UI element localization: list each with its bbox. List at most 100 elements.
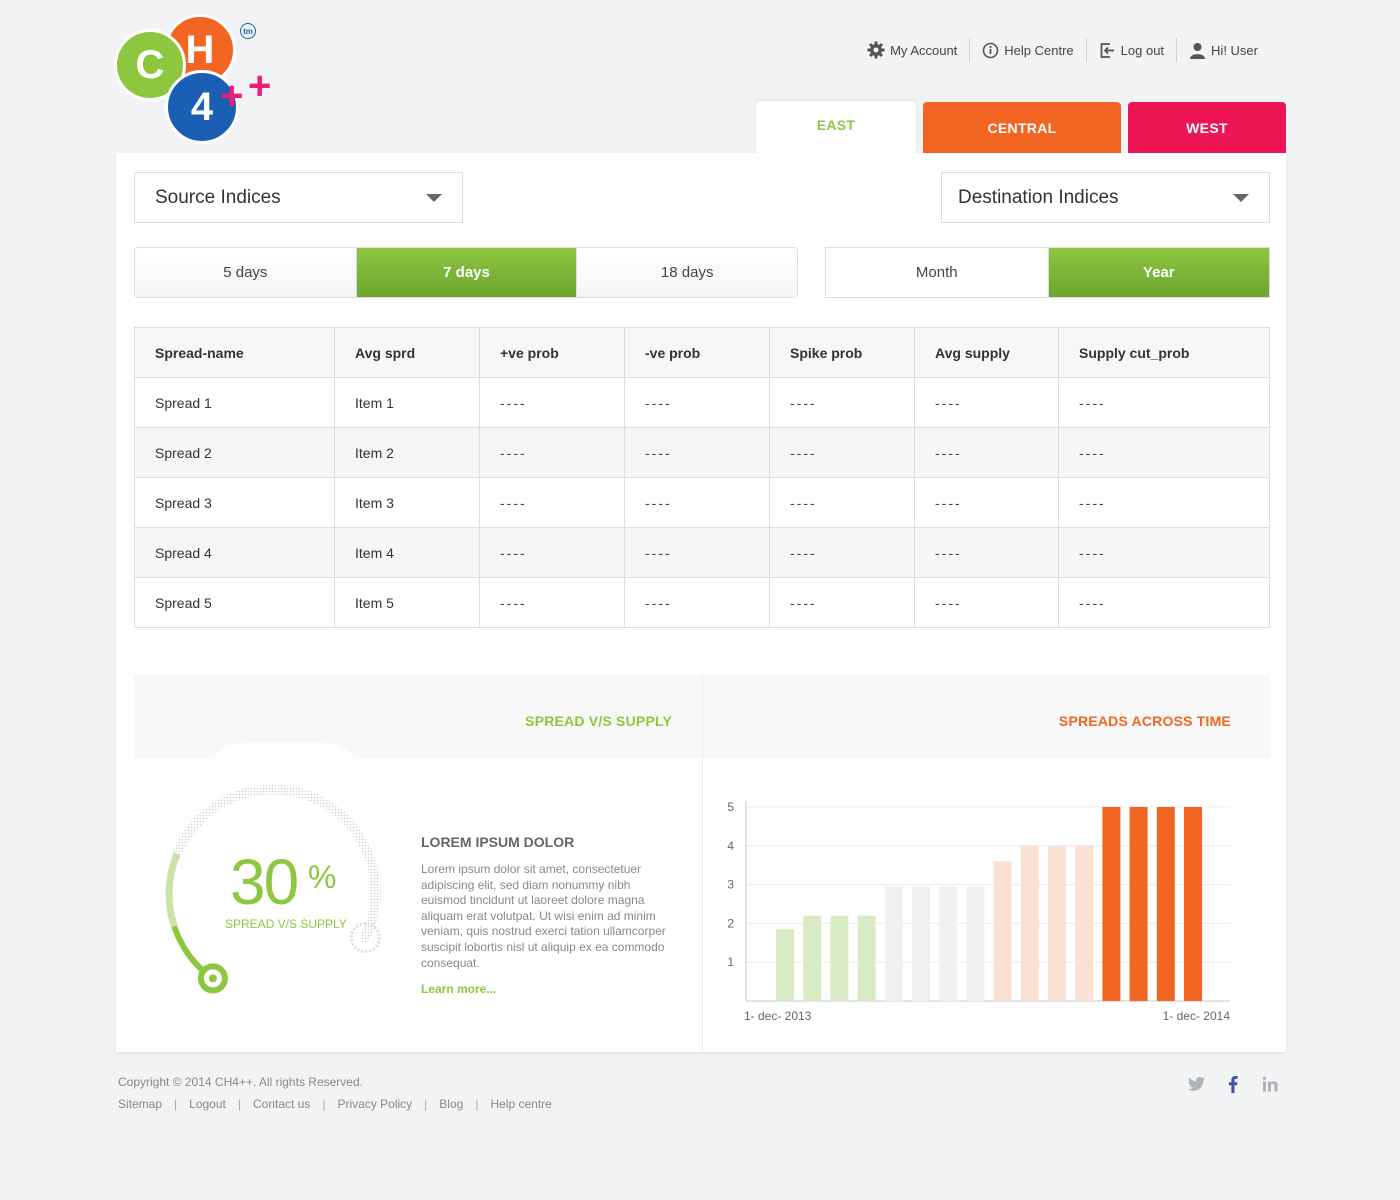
table-row[interactable]: Spread 4 Item 4 ---- ---- ---- ---- ---- — [134, 527, 1270, 578]
tab-east[interactable]: EAST — [756, 101, 916, 153]
chart-bar — [1156, 807, 1175, 1001]
spreads-across-time-header: SPREADS ACROSS TIME — [703, 675, 1270, 758]
user-greeting: Hi! User — [1211, 42, 1258, 58]
table-row[interactable]: Spread 3 Item 3 ---- ---- ---- ---- ---- — [134, 477, 1270, 528]
logo-plus: + — [248, 64, 272, 108]
source-indices-label: Source Indices — [155, 186, 281, 208]
table-cell: ---- — [624, 477, 770, 528]
destination-indices-dropdown[interactable]: Destination Indices — [941, 172, 1270, 223]
spreads-table: Spread-name Avg sprd +ve prob -ve prob S… — [134, 327, 1270, 628]
table-cell: ---- — [479, 527, 625, 578]
table-cell: ---- — [1058, 477, 1270, 528]
column-header[interactable]: -ve prob — [624, 327, 770, 378]
user-menu[interactable]: Hi! User — [1176, 38, 1270, 62]
table-cell: Spread 2 — [134, 427, 335, 478]
column-header[interactable]: Spike prob — [769, 327, 915, 378]
column-header[interactable]: Supply cut_prob — [1058, 327, 1270, 378]
footer-link-help[interactable]: Help centre — [490, 1097, 552, 1111]
table-cell: Spread 4 — [134, 527, 335, 578]
logo-circle-4: 4 — [165, 70, 239, 144]
footer-link-privacy[interactable]: Privacy Policy — [337, 1097, 413, 1111]
y-tick-label: 4 — [727, 839, 734, 853]
logout-label: Log out — [1120, 42, 1165, 58]
table-cell: ---- — [769, 427, 915, 478]
column-header[interactable]: +ve prob — [479, 327, 625, 378]
chart-bar — [1129, 807, 1148, 1001]
gauge-start-handle-core — [208, 974, 217, 983]
brand-logo[interactable]: H C 4 + + tm — [114, 14, 284, 144]
period-option-month[interactable]: Month — [826, 248, 1048, 297]
table-row[interactable]: Spread 5 Item 5 ---- ---- ---- ---- ---- — [134, 577, 1270, 628]
x-start-label: 1- dec- 2013 — [744, 1009, 812, 1023]
table-cell: ---- — [624, 377, 770, 428]
days-option-5[interactable]: 5 days — [135, 248, 356, 297]
linkedin-icon[interactable] — [1262, 1076, 1278, 1092]
chart-bar — [803, 915, 822, 1001]
table-cell: Spread 1 — [134, 377, 335, 428]
main-panel: Source Indices Destination Indices 5 day… — [116, 153, 1286, 1052]
gauge-track — [172, 784, 381, 943]
spreads-across-time-title: SPREADS ACROSS TIME — [1058, 713, 1231, 729]
footer-link-blog[interactable]: Blog — [439, 1097, 464, 1111]
logout-link[interactable]: Log out — [1085, 38, 1176, 62]
y-tick-label: 5 — [727, 800, 734, 814]
days-toggle: 5 days 7 days 18 days — [134, 247, 798, 298]
learn-more-link[interactable]: Learn more... — [421, 982, 497, 996]
footer-link-sitemap[interactable]: Sitemap — [118, 1097, 163, 1111]
spread-supply-gauge — [165, 784, 381, 994]
table-row[interactable]: Spread 2 Item 2 ---- ---- ---- ---- ---- — [134, 427, 1270, 478]
column-header[interactable]: Avg supply — [914, 327, 1059, 378]
table-cell: ---- — [624, 577, 770, 628]
facebook-icon[interactable] — [1228, 1076, 1238, 1093]
chart-bar — [912, 886, 930, 1001]
footer-separator: | — [322, 1097, 326, 1111]
gauge-tab-bump — [204, 743, 364, 783]
tab-central[interactable]: CENTRAL — [923, 102, 1121, 153]
column-header[interactable]: Avg sprd — [334, 327, 480, 378]
logo-plus: + — [220, 74, 244, 118]
footer-link-logout[interactable]: Logout — [189, 1097, 226, 1111]
chart-bar — [884, 886, 903, 1001]
period-option-year[interactable]: Year — [1047, 248, 1269, 297]
table-cell: ---- — [769, 477, 915, 528]
days-option-7[interactable]: 7 days — [355, 248, 577, 297]
tab-west[interactable]: WEST — [1128, 102, 1286, 153]
footer-link-contact[interactable]: Contact us — [252, 1097, 311, 1111]
chart-bar — [939, 886, 958, 1001]
my-account-link[interactable]: My Account — [855, 38, 969, 62]
chart-bar — [857, 915, 876, 1001]
twitter-icon[interactable] — [1188, 1076, 1206, 1092]
chart-bar — [1075, 845, 1094, 1001]
table-cell: ---- — [1058, 577, 1270, 628]
chart-bar — [830, 915, 849, 1001]
user-icon — [1190, 42, 1206, 59]
table-cell: ---- — [1058, 427, 1270, 478]
table-cell: ---- — [914, 577, 1059, 628]
help-centre-label: Help Centre — [1004, 42, 1074, 58]
table-cell: ---- — [914, 427, 1059, 478]
gear-icon — [867, 41, 885, 59]
table-cell: ---- — [914, 377, 1059, 428]
chart-bar — [1048, 845, 1066, 1001]
table-cell: ---- — [1058, 377, 1270, 428]
footer-separator: | — [475, 1097, 479, 1111]
table-row[interactable]: Spread 1 Item 1 ---- ---- ---- ---- ---- — [134, 377, 1270, 428]
table-cell: ---- — [914, 527, 1059, 578]
copyright-text: Copyright © 2014 CH4++. All rights Reser… — [118, 1075, 363, 1089]
chevron-down-icon — [426, 193, 442, 202]
help-centre-link[interactable]: Help Centre — [969, 38, 1085, 62]
footer-separator: | — [424, 1097, 428, 1111]
chevron-down-icon — [1233, 193, 1249, 202]
table-cell: Item 4 — [334, 527, 480, 578]
table-cell: ---- — [479, 577, 625, 628]
column-header[interactable]: Spread-name — [134, 327, 335, 378]
source-indices-dropdown[interactable]: Source Indices — [134, 172, 463, 223]
my-account-label: My Account — [890, 42, 958, 58]
days-option-18[interactable]: 18 days — [576, 248, 797, 297]
table-cell: ---- — [914, 477, 1059, 528]
gauge-value: 30 — [230, 846, 299, 918]
table-cell: Spread 3 — [134, 477, 335, 528]
table-cell: ---- — [769, 377, 915, 428]
spread-supply-header: SPREAD V/S SUPPLY — [134, 675, 702, 758]
table-cell: ---- — [479, 377, 625, 428]
